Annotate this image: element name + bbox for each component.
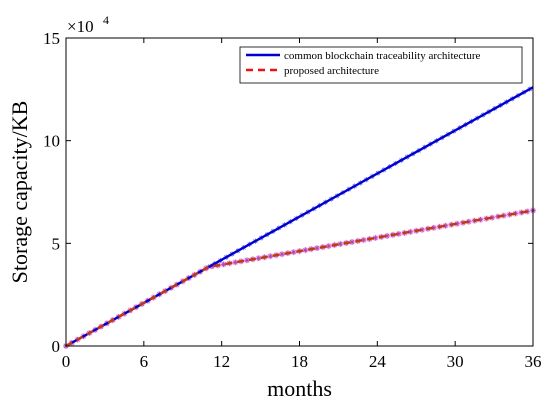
y-tick-label: 5 [52,234,61,253]
y-tick-label: 0 [52,337,61,356]
series-line-proposed-architecture [65,209,534,348]
data-point-marker [232,259,238,265]
x-tick-label: 18 [291,352,308,371]
x-tick-label: 12 [213,352,230,371]
data-point-marker [221,261,227,267]
legend-box [239,46,523,84]
data-point-marker [244,257,250,263]
legend-entry-common-architecture: common blockchain traceability architect… [284,50,481,62]
y-tick-label: 10 [43,132,60,151]
data-point-marker [279,251,285,257]
x-tick-label: 6 [140,352,149,371]
x-tick-label: 24 [369,352,387,371]
data-point-marker [267,253,273,259]
y-axis-label: Storage capacity/KB [7,101,32,284]
x-tick-label: 0 [62,352,71,371]
data-point-marker [314,245,320,251]
x-tick-label: 36 [525,352,542,371]
series-layer [65,86,534,348]
legend: common blockchain traceability architect… [239,46,523,84]
data-point-marker [326,243,332,249]
y-tick-label: 15 [43,29,60,48]
x-tick-label: 30 [447,352,464,371]
data-point-marker [256,255,262,261]
data-point-marker [337,241,343,247]
y-exponent-power: 4 [103,13,109,27]
x-axis-label: months [267,376,332,401]
legend-entry-proposed-architecture: proposed architecture [284,65,379,77]
y-exponent-label: ×10 [67,17,94,36]
data-point-marker [302,247,308,253]
data-point-marker [291,249,297,255]
tick-layer: 0 6 12 18 24 30 36 0 5 10 15 [43,29,542,371]
